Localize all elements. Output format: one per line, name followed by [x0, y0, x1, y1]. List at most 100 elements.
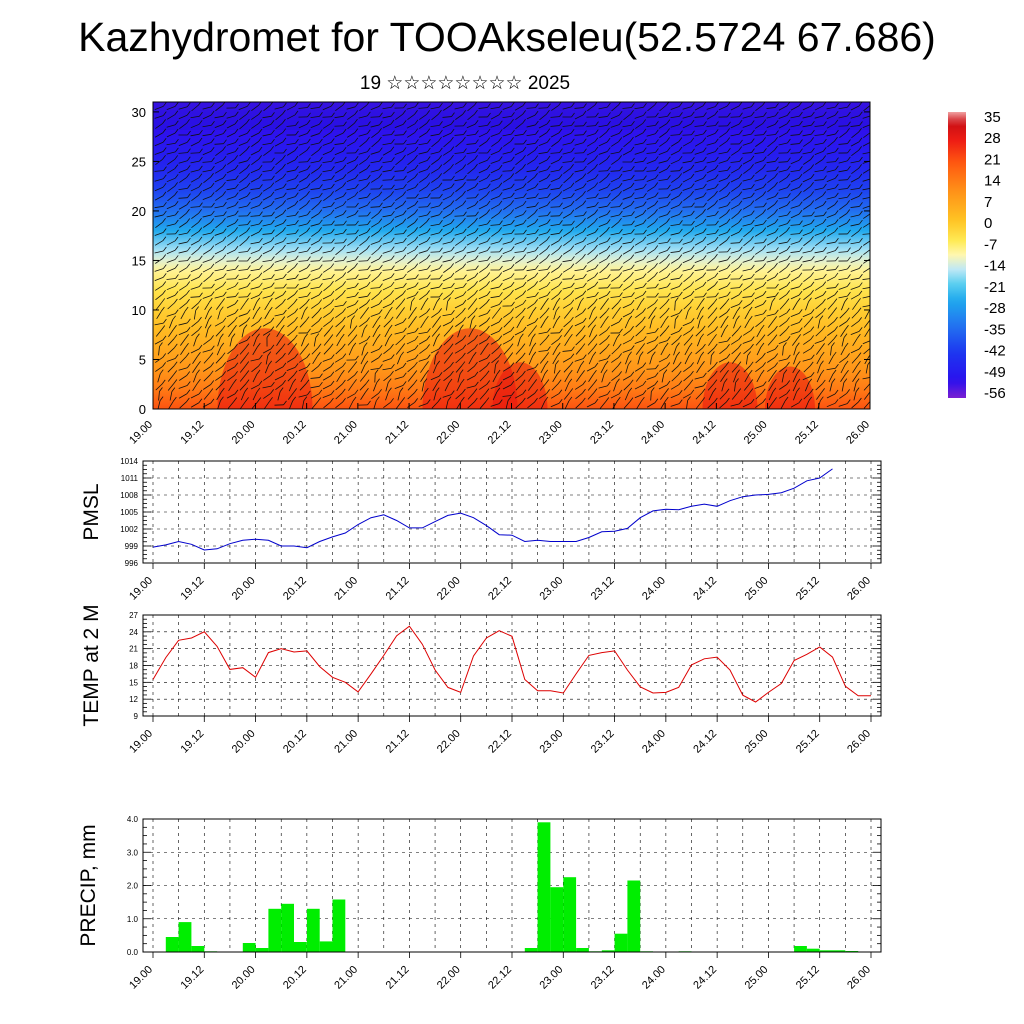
- wind-barb: [754, 134, 764, 136]
- wind-barb-feather: [726, 174, 731, 179]
- wind-barb-feather: [414, 102, 419, 107]
- wind-barb: [180, 347, 186, 355]
- wind-barb: [263, 149, 271, 157]
- wind-barb-feather: [775, 130, 779, 135]
- wind-barb: [228, 382, 234, 392]
- wind-barb-feather: [606, 245, 611, 251]
- wind-barb: [587, 105, 595, 111]
- wind-barb-feather: [307, 246, 311, 252]
- wind-barb: [852, 365, 858, 373]
- precip-bar: [306, 908, 320, 952]
- wind-barb: [250, 276, 260, 282]
- wind-barb-feather: [197, 361, 201, 366]
- wind-barb: [527, 285, 535, 291]
- y-tick-label: 27: [129, 611, 138, 620]
- wind-barb-feather: [594, 272, 599, 277]
- wind-barb: [346, 295, 356, 299]
- wind-barb: [418, 132, 428, 138]
- wind-barb-feather: [355, 246, 359, 252]
- wind-barb-feather: [631, 103, 635, 108]
- wind-barb: [599, 330, 607, 336]
- wind-barb-feather: [811, 354, 815, 360]
- wind-barb: [216, 391, 222, 401]
- wind-barb: [178, 232, 188, 236]
- wind-barb-feather: [415, 139, 419, 144]
- wind-barb-feather: [450, 227, 455, 233]
- wind-barb-feather: [270, 263, 275, 268]
- wind-barb: [634, 196, 644, 200]
- wind-barb-feather: [367, 400, 371, 406]
- wind-barb-feather: [342, 244, 346, 250]
- wind-barb: [622, 375, 632, 381]
- wind-barb: [706, 233, 716, 235]
- wind-barb-feather: [843, 333, 848, 338]
- wind-barb: [622, 232, 632, 236]
- wind-barb-feather: [617, 298, 622, 304]
- wind-barb: [708, 338, 714, 346]
- wind-barb: [540, 319, 546, 329]
- wind-barb-feather: [559, 148, 563, 153]
- wind-barb-feather: [594, 254, 599, 259]
- wind-barb: [503, 347, 511, 355]
- wind-barb-feather: [618, 254, 623, 260]
- wind-barb-feather: [234, 201, 239, 206]
- wind-barb: [155, 293, 163, 301]
- wind-barb: [298, 223, 308, 227]
- wind-barb: [670, 267, 680, 273]
- wind-barb-feather: [631, 211, 635, 216]
- wind-barb-feather: [808, 378, 813, 384]
- wind-barb-feather: [401, 307, 405, 312]
- wind-barb-feather: [556, 315, 561, 321]
- wind-barb: [157, 373, 161, 383]
- wind-barb: [538, 285, 548, 291]
- wind-barb-feather: [655, 283, 659, 288]
- wind-barb-feather: [510, 102, 515, 107]
- wind-barb: [239, 383, 247, 391]
- wind-barb-feather: [162, 218, 166, 223]
- wind-barb-feather: [642, 380, 647, 386]
- wind-barb-feather: [270, 191, 275, 197]
- wind-barb: [550, 169, 560, 173]
- wind-barb: [659, 231, 667, 237]
- wind-barb: [214, 268, 224, 272]
- wind-barb-feather: [282, 109, 286, 115]
- wind-barb-feather: [282, 183, 287, 188]
- wind-barb: [492, 373, 498, 383]
- wind-barb-feather: [342, 182, 347, 187]
- wind-barb-feather: [607, 381, 611, 387]
- wind-barb: [479, 329, 487, 337]
- wind-barb-feather: [594, 209, 599, 214]
- wind-barb-feather: [305, 379, 310, 384]
- wind-barb: [850, 214, 860, 218]
- wind-barb-feather: [246, 102, 251, 107]
- wind-barb-feather: [702, 228, 707, 233]
- wind-barb-feather: [738, 263, 743, 268]
- x-tick-label: 19.12: [178, 419, 206, 447]
- wind-barb-feather: [619, 283, 623, 289]
- wind-barb-feather: [702, 343, 706, 349]
- wind-barb-feather: [630, 281, 635, 286]
- wind-barb-feather: [750, 138, 755, 143]
- wind-barb: [563, 320, 571, 328]
- wind-barb-feather: [295, 165, 299, 171]
- wind-barb-feather: [594, 237, 599, 242]
- wind-barb-feather: [208, 315, 212, 321]
- wind-barb: [251, 104, 259, 112]
- wind-barb: [779, 320, 787, 328]
- wind-barb-feather: [222, 228, 227, 233]
- wind-barb: [311, 231, 319, 237]
- wind-barb-feather: [690, 227, 695, 232]
- wind-barb-feather: [282, 163, 286, 169]
- wind-barb-feather: [211, 202, 215, 208]
- wind-barb-feather: [234, 128, 239, 134]
- wind-barb-feather: [486, 200, 491, 206]
- wind-barb-feather: [498, 255, 503, 260]
- wind-barb: [370, 303, 380, 309]
- wind-barb-feather: [498, 399, 503, 404]
- wind-barb: [275, 302, 283, 310]
- wind-barb-feather: [187, 148, 191, 153]
- wind-barb: [634, 132, 644, 138]
- wind-barb-feather: [363, 324, 368, 329]
- wind-barb: [262, 133, 272, 137]
- y-tick-label: 0.0: [127, 948, 139, 957]
